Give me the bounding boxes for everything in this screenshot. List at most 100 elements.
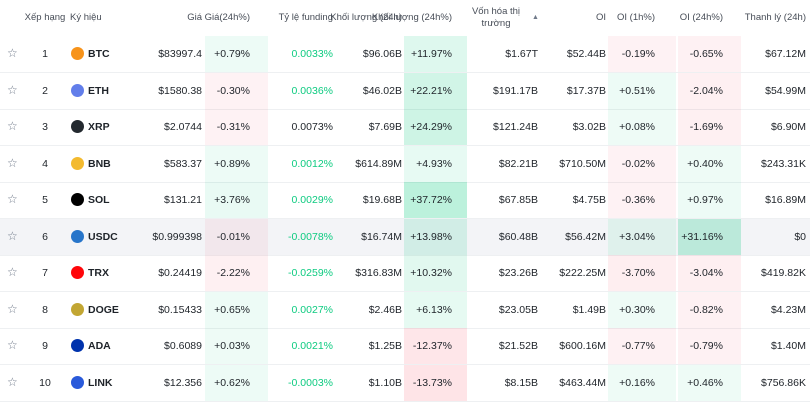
column-header: OI (1h%) — [616, 12, 655, 23]
favorite-star[interactable]: ☆ — [7, 46, 18, 60]
cell-background — [404, 109, 467, 145]
table-row[interactable]: 4 BNB $583.37 +0.89% 0.0012% $614.89M +4.93% $8… — [0, 145, 810, 183]
volume-change: +37.72% — [410, 194, 452, 206]
table-row[interactable]: 8 DOGE $0.15433 +0.65% 0.0027% $2.46B +6.13% $2… — [0, 291, 810, 329]
oi-change-1h: +3.04% — [619, 230, 655, 243]
funding-rate: 0.0012% — [291, 157, 333, 170]
volume-change: +4.93% — [416, 157, 452, 170]
oi-change-24h: -3.04% — [689, 267, 723, 279]
table-row[interactable]: 5 SOL $131.21 +3.76% 0.0029% $19.68B +37.72% $6… — [0, 182, 810, 219]
rank: 3 — [42, 121, 48, 133]
cell-background — [205, 291, 268, 328]
funding-rate: 0.0027% — [291, 303, 333, 316]
rank: 8 — [42, 303, 48, 316]
funding-rate: 0.0073% — [291, 121, 333, 133]
cell-background — [404, 364, 467, 401]
cell-background — [205, 182, 268, 218]
column-header[interactable]: Vốn hóa thị trường — [471, 6, 521, 29]
market-cap: $67.85B — [498, 194, 538, 206]
liquidation: $1.40M — [770, 340, 806, 352]
price: $83997.4 — [158, 48, 202, 60]
liquidation: $4.23M — [770, 303, 806, 316]
price-change: -0.31% — [216, 121, 250, 133]
liquidation: $67.12M — [765, 48, 806, 60]
column-header: Giá(24h%) — [204, 12, 250, 23]
open-interest: $4.75B — [572, 194, 606, 206]
volume: $46.02B — [362, 84, 402, 97]
oi-change-1h: +0.30% — [619, 303, 655, 316]
sort-icon[interactable]: ▲ — [532, 14, 539, 21]
column-header: OI (24h%) — [679, 12, 723, 23]
cell-background — [205, 328, 268, 364]
cell-background — [678, 182, 741, 218]
oi-change-1h: -0.19% — [621, 48, 655, 60]
column-header: Xếp hạng — [24, 12, 66, 23]
price-change: +3.76% — [214, 194, 250, 206]
cell-background — [205, 364, 268, 401]
price-change: +0.03% — [214, 340, 250, 352]
price: $2.0744 — [164, 121, 202, 133]
oi-change-24h: -0.79% — [689, 340, 723, 352]
favorite-star[interactable]: ☆ — [7, 374, 18, 389]
open-interest: $56.42M — [565, 230, 606, 243]
liquidation: $16.89M — [765, 194, 806, 206]
favorite-star[interactable]: ☆ — [7, 155, 18, 170]
price-change: +0.62% — [214, 376, 250, 389]
favorite-star[interactable]: ☆ — [7, 301, 18, 316]
volume-change: +6.13% — [416, 303, 452, 316]
symbol: TRX — [88, 267, 109, 279]
rank: 1 — [42, 48, 48, 60]
rank: 4 — [42, 157, 48, 170]
market-cap: $8.15B — [504, 376, 538, 389]
cell-background — [404, 36, 467, 72]
favorite-star[interactable]: ☆ — [7, 119, 18, 133]
favorite-star[interactable]: ☆ — [7, 338, 18, 352]
coin-icon — [71, 156, 84, 170]
volume: $1.10B — [368, 376, 402, 389]
table-row[interactable]: 2 ETH $1580.38 -0.30% 0.0036% $46.02B +22.21% $… — [0, 72, 810, 110]
rank: 10 — [39, 376, 51, 389]
symbol: BNB — [88, 157, 111, 170]
oi-change-24h: -2.04% — [689, 84, 723, 97]
cell-background — [404, 72, 467, 109]
funding-rate: -0.0003% — [288, 376, 333, 389]
cell-background — [608, 364, 676, 401]
market-cap: $21.52B — [498, 340, 538, 352]
table-row[interactable]: 1 BTC $83997.4 +0.79% 0.0033% $96.06B +11.97% $… — [0, 36, 810, 73]
favorite-star[interactable]: ☆ — [7, 228, 18, 243]
volume: $7.69B — [368, 121, 402, 133]
rank: 9 — [42, 340, 48, 352]
coin-icon — [71, 229, 84, 243]
column-header: Khối lượng (24h) — [330, 12, 402, 23]
favorite-star[interactable]: ☆ — [7, 192, 18, 206]
market-cap: $23.05B — [498, 303, 538, 316]
cell-background — [608, 255, 676, 291]
oi-change-1h: -0.77% — [621, 340, 655, 352]
cell-background — [678, 255, 741, 291]
open-interest: $222.25M — [559, 267, 606, 279]
cell-background — [205, 218, 268, 255]
open-interest: $1.49B — [572, 303, 606, 316]
cell-background — [608, 328, 676, 364]
volume-change: +11.97% — [411, 48, 452, 60]
favorite-star[interactable]: ☆ — [7, 82, 18, 97]
column-header: Ký hiệu — [70, 12, 102, 23]
table-row[interactable]: 6 USDC $0.999398 -0.01% -0.0078% $16.74M +13.9… — [0, 218, 810, 256]
cell-background — [404, 255, 467, 291]
coin-icon — [71, 266, 84, 279]
liquidation: $6.90M — [770, 121, 806, 133]
table-row[interactable]: 9 ADA $0.6089 +0.03% 0.0021% $1.25B -12.37% $21… — [0, 328, 810, 365]
cell-background — [608, 145, 676, 182]
table-row[interactable]: 3 XRP $2.0744 -0.31% 0.0073% $7.69B +24.29% $12… — [0, 109, 810, 146]
oi-change-24h: -0.82% — [689, 303, 723, 316]
table-row[interactable]: 10 LINK $12.356 +0.62% -0.0003% $1.10B -13.73%… — [0, 364, 810, 402]
funding-rate: -0.0259% — [288, 267, 333, 279]
open-interest: $600.16M — [559, 340, 606, 352]
table-row[interactable]: 7 TRX $0.24419 -2.22% -0.0259% $316.83M +10.32… — [0, 255, 810, 292]
open-interest: $52.44B — [566, 48, 606, 60]
volume: $2.46B — [368, 303, 402, 316]
symbol: ETH — [88, 84, 109, 97]
favorite-star[interactable]: ☆ — [7, 265, 18, 279]
cell-background — [404, 145, 467, 182]
cell-background — [678, 218, 741, 255]
